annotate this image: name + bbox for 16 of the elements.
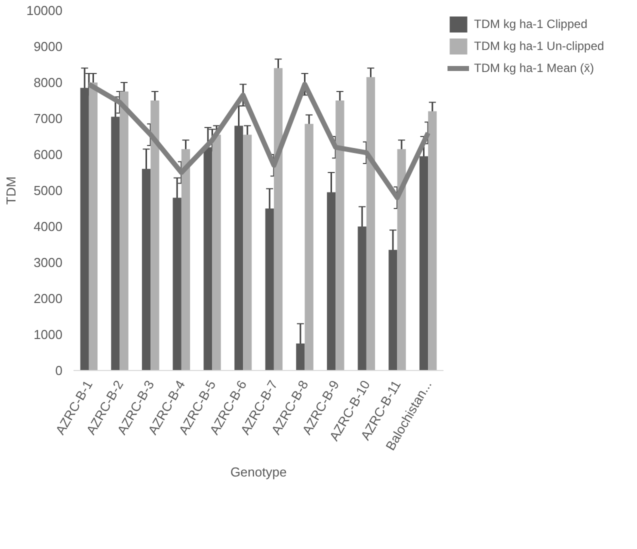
y-tick-label: 6000: [34, 147, 62, 162]
y-tick-label: 3000: [34, 255, 62, 270]
y-axis-title: TDM: [3, 176, 18, 205]
y-tick-label: 4000: [34, 219, 62, 234]
y-tick-label: 8000: [34, 75, 62, 90]
y-tick-label: 10000: [26, 3, 63, 18]
legend-label: TDM kg ha-1 Mean (x̄): [474, 61, 594, 75]
legend-label: TDM kg ha-1 Clipped: [474, 17, 588, 31]
y-tick-label: 5000: [34, 183, 62, 198]
y-tick-label: 2000: [34, 291, 62, 306]
y-tick-label: 1000: [34, 327, 62, 342]
y-tick-label: 7000: [34, 111, 62, 126]
y-tick-label: 0: [55, 363, 63, 378]
y-tick-label: 9000: [34, 39, 62, 54]
x-axis-title: Genotype: [230, 464, 287, 480]
legend-label: TDM kg ha-1 Un-clipped: [474, 39, 604, 53]
